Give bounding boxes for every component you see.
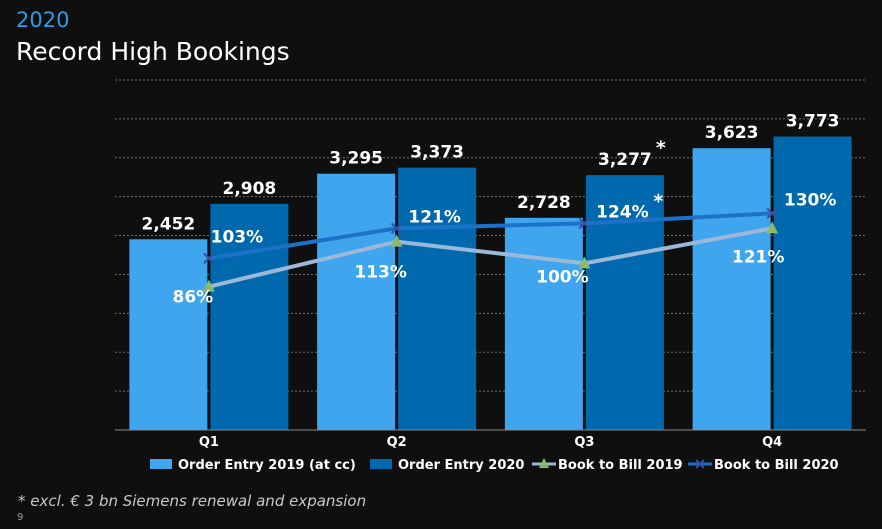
x-marker [390,222,403,235]
legend-item: Book to Bill 2019 [532,458,683,473]
x-tick-label: Q1 [199,435,219,450]
bar-order-entry-2020 [773,136,852,431]
bar-order-entry-2020 [585,175,664,430]
line-value-label: 121% [408,207,461,227]
legend-item: Book to Bill 2020 [688,458,839,473]
line-value-label: 121% [732,247,785,267]
legend-swatch [370,459,392,469]
bar-order-entry-2019 [317,173,396,430]
footnote-asterisk: * [653,190,663,212]
legend-x-marker [695,459,705,469]
x-tick-label: Q3 [574,435,594,450]
legend-triangle-marker [539,458,549,468]
legend-label: Order Entry 2020 [398,458,524,473]
bar-value-label: 2,908 [222,179,276,199]
triangle-marker [390,234,403,247]
x-marker-stroke [390,222,403,235]
legend-swatch [150,459,172,469]
x-marker [766,207,778,220]
x-tick-label: Q2 [387,435,407,450]
x-marker-stroke [203,252,215,265]
line-value-label: 124% [596,202,649,222]
bar-order-entry-2019 [129,239,208,430]
bar-value-label: 3,295 [329,149,383,169]
x-tick-label: Q4 [762,435,782,450]
x-axis: Q1 Q2 Q3 Q4 [115,429,866,450]
bar-order-entry-2020 [398,167,477,430]
line-value-label: 86% [173,288,214,308]
x-marker-stroke [766,207,778,220]
line-series [202,207,779,292]
line-book-to-bill-2020 [208,211,773,261]
bar-series [129,136,852,431]
data-labels: 2,452 3,295 2,728 3,623 2,908 3,373 3,277* 3,77… [141,112,839,308]
triangle-marker [578,256,591,269]
line-value-label: 130% [784,190,837,210]
line-value-label: 103% [211,227,264,247]
legend: Order Entry 2019 (at cc) Order Entry 2020… [150,458,839,473]
legend-label: Order Entry 2019 (at cc) [178,458,356,473]
bar-value-label: 3,277 [598,150,652,170]
bar-value-label: 3,773 [786,112,840,132]
footnote-asterisk: * [656,137,666,159]
footnote: * excl. € 3 bn Siemens renewal and expan… [18,492,367,510]
x-marker-stroke [578,217,591,230]
legend-item: Order Entry 2020 [370,458,524,473]
bar-order-entry-2019 [692,148,771,430]
header-year: 2020 [16,8,70,32]
page-number: 9 [17,512,24,523]
page-title: Record High Bookings [16,37,290,66]
line-value-label: 113% [354,263,407,283]
bar-value-label: 3,623 [705,123,759,143]
x-marker [578,217,591,230]
triangle-marker [766,221,779,234]
triangle-marker [202,279,215,292]
bar-order-entry-2019 [504,217,583,430]
line-value-label: 100% [536,267,589,287]
bar-value-label: 2,728 [517,193,571,213]
legend-item: Order Entry 2019 (at cc) [150,458,356,473]
legend-label: Book to Bill 2020 [714,458,839,473]
bar-order-entry-2020 [210,203,289,430]
x-marker [203,252,215,265]
legend-label: Book to Bill 2019 [558,458,683,473]
line-book-to-bill-2019 [208,226,773,289]
bar-value-label: 3,373 [410,143,464,163]
bar-value-label: 2,452 [141,214,195,234]
